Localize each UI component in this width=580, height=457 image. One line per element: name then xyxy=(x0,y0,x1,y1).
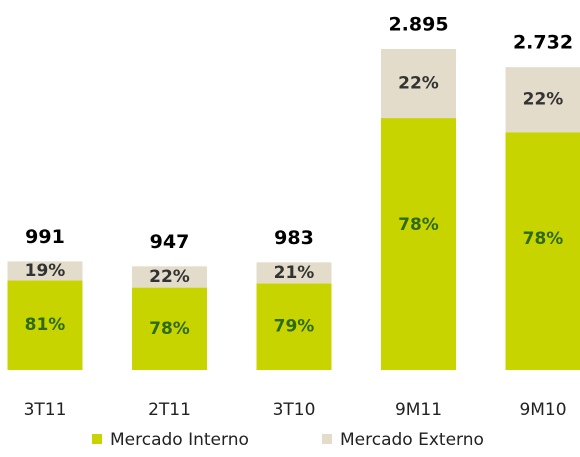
x-tick-label: 9M11 xyxy=(395,400,442,420)
segment-label: 22% xyxy=(523,90,564,110)
bar-segment xyxy=(381,118,456,370)
x-tick-label: 3T11 xyxy=(24,400,67,420)
segment-label: 78% xyxy=(523,229,564,249)
bar-segment xyxy=(505,132,580,370)
x-tick-label: 9M10 xyxy=(519,400,566,420)
bar-segment xyxy=(7,280,83,370)
total-label: 991 xyxy=(25,226,65,248)
bar-segment xyxy=(132,287,207,370)
bar-segment xyxy=(381,49,456,119)
legend-swatch xyxy=(92,434,102,444)
legend-swatch xyxy=(322,434,332,444)
x-tick-label: 3T10 xyxy=(273,400,316,420)
segment-label: 78% xyxy=(398,215,439,235)
total-label: 2.732 xyxy=(513,32,573,54)
segment-label: 81% xyxy=(25,315,66,335)
x-tick-label: 2T11 xyxy=(148,400,191,420)
segment-label: 19% xyxy=(25,261,66,281)
segment-label: 79% xyxy=(274,317,315,337)
segment-label: 21% xyxy=(274,263,315,283)
total-label: 947 xyxy=(150,231,190,253)
total-label: 2.895 xyxy=(388,14,448,36)
segment-label: 22% xyxy=(398,74,439,94)
bar-segment xyxy=(7,261,83,281)
segment-label: 22% xyxy=(149,267,190,287)
bar-segment xyxy=(256,262,332,284)
bar-segment xyxy=(256,283,332,370)
total-label: 983 xyxy=(274,227,314,249)
bar-segment xyxy=(132,266,207,288)
bar-segment xyxy=(505,67,580,133)
segment-label: 78% xyxy=(149,319,190,339)
legend-label: Mercado Interno xyxy=(110,430,249,450)
legend-label: Mercado Externo xyxy=(340,430,484,450)
